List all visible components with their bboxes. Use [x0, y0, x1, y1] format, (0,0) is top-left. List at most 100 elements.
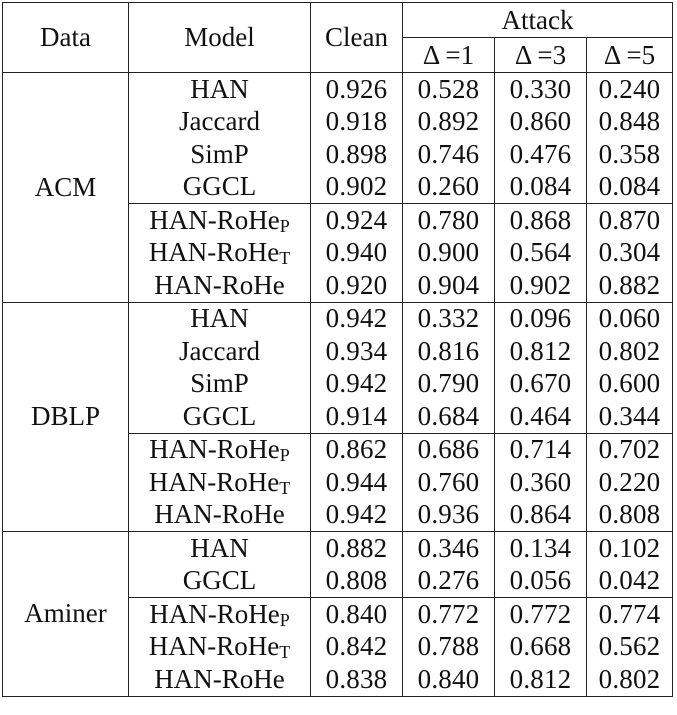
table-row: Jaccard 0.934 0.816 0.812 0.802 — [3, 335, 673, 368]
model-name-text: HAN — [190, 303, 249, 334]
score-a1: 0.840 — [402, 663, 495, 697]
model-name: SimP — [128, 367, 311, 400]
table-row: DBLP HAN 0.942 0.332 0.096 0.060 — [2, 301, 673, 532]
score-clean: 0.840 — [310, 597, 403, 631]
score-a1: 0.260 — [402, 170, 495, 204]
model-variant-subscript: P — [279, 445, 290, 466]
model-name-text: HAN-RoHe — [149, 598, 280, 629]
score-a1: 0.528 — [402, 72, 495, 106]
model-variant-subscript: P — [279, 609, 290, 630]
score-clean: 0.898 — [310, 138, 403, 171]
dataset-label: ACM — [2, 72, 129, 303]
score-a1: 0.684 — [402, 400, 495, 434]
score-clean: 0.942 — [310, 367, 403, 400]
score-a1: 0.892 — [402, 105, 495, 138]
score-a5: 0.084 — [586, 170, 673, 204]
score-a5: 0.344 — [586, 400, 673, 434]
table-row: GGCL 0.914 0.684 0.464 0.344 — [3, 400, 673, 434]
score-a5: 0.304 — [586, 236, 673, 269]
score-a3: 0.476 — [494, 138, 587, 171]
score-a5: 0.600 — [586, 367, 673, 400]
score-a3: 0.864 — [494, 498, 587, 532]
table-row: HAN-RoHeT 0.842 0.788 0.668 0.562 — [3, 630, 673, 663]
score-a3: 0.860 — [494, 105, 587, 138]
score-a1: 0.772 — [402, 597, 495, 631]
model-name-text: HAN-RoHe — [149, 434, 280, 465]
table-row: HAN-RoHeP 0.862 0.686 0.714 0.702 — [3, 432, 673, 466]
model-name-text: HAN-RoHe — [148, 631, 280, 662]
score-a1: 0.780 — [402, 203, 495, 237]
score-a1: 0.276 — [402, 564, 495, 598]
model-name: HAN-RoHeT — [128, 236, 311, 269]
model-name: GGCL — [128, 564, 311, 598]
score-a5: 0.358 — [586, 138, 673, 171]
score-a5: 0.808 — [586, 498, 673, 532]
score-clean: 0.842 — [310, 630, 403, 663]
table-row: HAN-RoHeT 0.940 0.900 0.564 0.304 — [3, 236, 673, 269]
score-a5: 0.060 — [586, 301, 673, 335]
score-a3: 0.902 — [494, 269, 587, 303]
header-row-top: Data Model Clean Attack — [2, 2, 673, 73]
score-a3: 0.772 — [494, 597, 587, 631]
score-clean: 0.838 — [310, 663, 403, 697]
table-row: HAN-RoHeP 0.840 0.772 0.772 0.774 — [3, 597, 673, 631]
model-name-text: HAN — [190, 532, 249, 563]
model-name: HAN-RoHe — [128, 269, 311, 303]
score-a1: 0.686 — [402, 432, 495, 466]
table-row: ACM HAN 0.926 0.528 0.330 0.240 — [2, 72, 673, 303]
score-a3: 0.084 — [494, 170, 587, 204]
score-clean: 0.918 — [310, 105, 403, 138]
model-variant-subscript: T — [279, 248, 291, 269]
score-a1: 0.790 — [402, 367, 495, 400]
table-row: HAN-RoHeP 0.924 0.780 0.868 0.870 — [3, 203, 673, 237]
score-clean: 0.808 — [310, 564, 403, 598]
dataset-label: DBLP — [2, 301, 129, 532]
score-a5: 0.702 — [586, 432, 673, 466]
header-row-bottom: Δ =1 Δ =3 Δ =5 — [3, 37, 673, 73]
model-name-text: GGCL — [182, 400, 257, 431]
score-clean: 0.944 — [310, 466, 403, 499]
model-name: HAN-RoHe — [128, 663, 311, 697]
score-a1: 0.904 — [402, 269, 495, 303]
model-name: HAN-RoHeT — [128, 630, 311, 663]
table-row: HAN-RoHe 0.838 0.840 0.812 0.802 — [3, 663, 673, 697]
model-name: HAN-RoHeP — [128, 203, 311, 237]
score-clean: 0.920 — [310, 269, 403, 303]
score-a1: 0.816 — [402, 335, 495, 368]
score-clean: 0.882 — [310, 531, 403, 565]
score-a5: 0.870 — [586, 203, 673, 237]
score-a5: 0.774 — [586, 597, 673, 631]
model-name-text: HAN-RoHe — [154, 663, 285, 694]
model-name-text: HAN-RoHe — [154, 269, 285, 300]
score-a3: 0.360 — [494, 466, 587, 499]
score-clean: 0.914 — [310, 400, 403, 434]
score-a1: 0.332 — [402, 301, 495, 335]
model-name-text: Jaccard — [179, 106, 260, 137]
score-a3: 0.056 — [494, 564, 587, 598]
score-a3: 0.134 — [494, 531, 587, 565]
model-name-text: SimP — [190, 138, 249, 169]
table-row: HAN-RoHe 0.920 0.904 0.902 0.882 — [3, 269, 673, 303]
model-name: GGCL — [128, 170, 311, 204]
model-name: HAN-RoHeP — [128, 597, 311, 631]
table-row: HAN-RoHeT 0.944 0.760 0.360 0.220 — [3, 466, 673, 499]
score-clean: 0.862 — [310, 432, 403, 466]
score-a3: 0.564 — [494, 236, 587, 269]
model-name: HAN — [128, 531, 311, 565]
score-a1: 0.346 — [402, 531, 495, 565]
model-name: HAN-RoHeP — [128, 432, 311, 466]
score-a3: 0.668 — [494, 630, 587, 663]
header-delta-5: Δ =5 — [586, 37, 673, 73]
model-name: HAN — [128, 301, 311, 335]
model-name-text: GGCL — [182, 171, 257, 202]
model-name-text: HAN-RoHe — [148, 466, 280, 497]
model-name-text: HAN — [190, 73, 249, 104]
model-name-text: HAN-RoHe — [149, 204, 280, 235]
table-row: SimP 0.898 0.746 0.476 0.358 — [3, 138, 673, 171]
score-a5: 0.882 — [586, 269, 673, 303]
header-attack: Attack — [402, 2, 673, 38]
model-name-text: SimP — [190, 368, 249, 399]
score-a5: 0.102 — [586, 531, 673, 565]
score-clean: 0.926 — [310, 72, 403, 106]
model-name: GGCL — [128, 400, 311, 434]
